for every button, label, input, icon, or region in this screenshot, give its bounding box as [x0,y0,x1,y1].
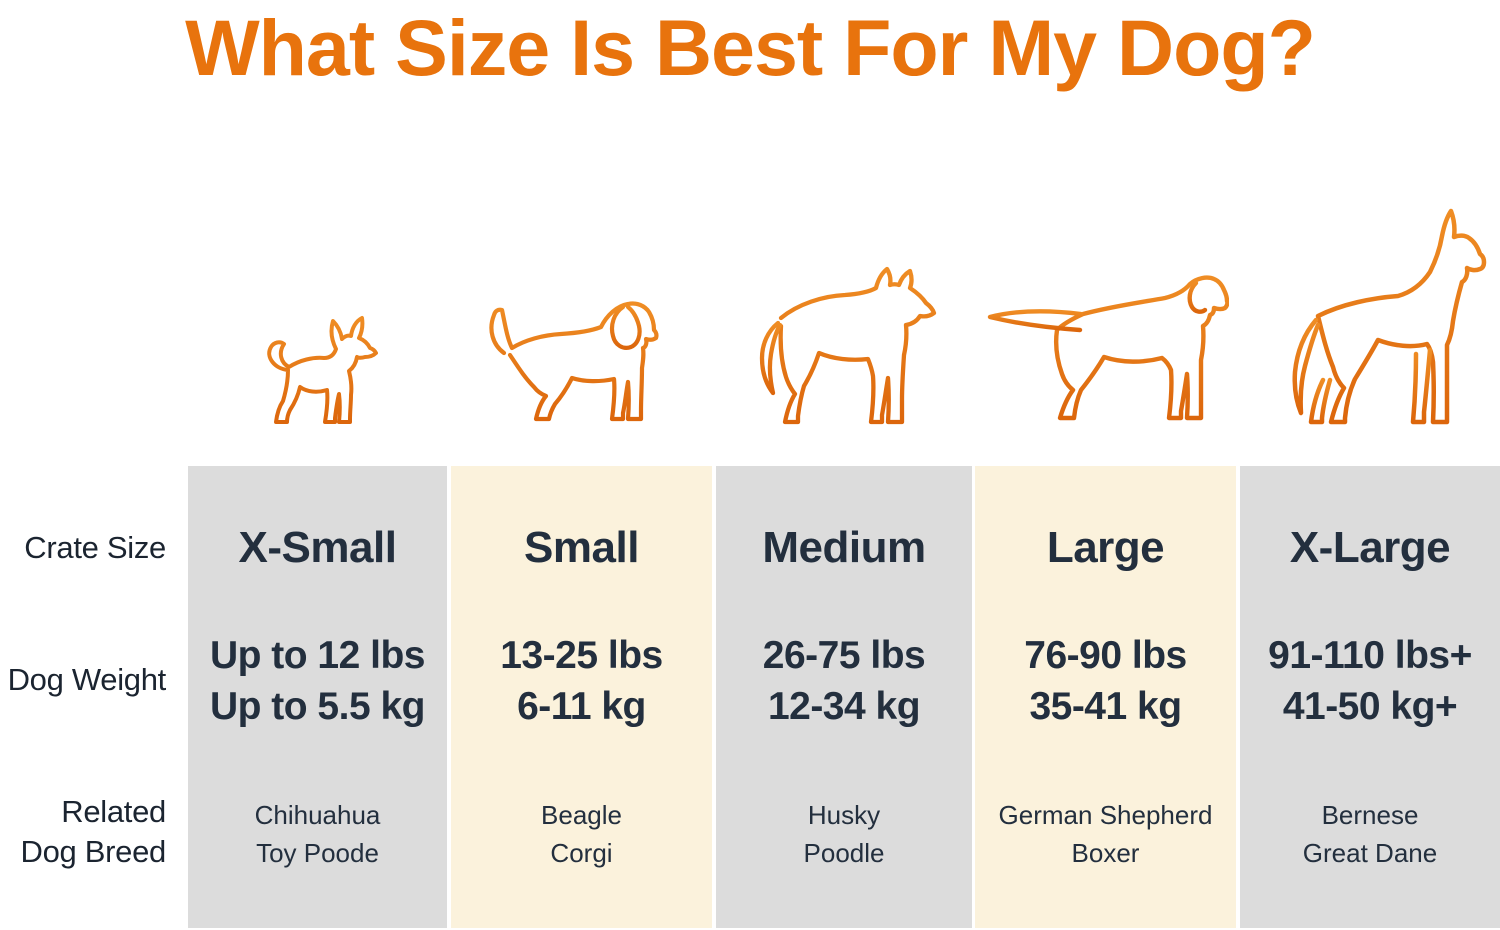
row-label-related-line2: Dog Breed [20,834,166,869]
weight-lbs: 91-110 lbs+ [1268,634,1472,677]
weight-kg: 35-41 kg [1029,685,1182,728]
row-label-crate-size: Crate Size [0,528,166,568]
related-breeds: Husky Poodle [716,796,972,872]
dog-weight-value: Up to 12 lbs Up to 5.5 kg [188,630,447,732]
crate-size-value: X-Large [1289,523,1451,572]
size-column-large: Large 76-90 lbs 35-41 kg German Shepherd… [975,466,1236,928]
weight-lbs: Up to 12 lbs [209,634,426,677]
row-label-dog-weight-text: Dog Weight [7,662,167,697]
dog-weight-value: 91-110 lbs+ 41-50 kg+ [1240,630,1500,732]
crate-size-value: X-Small [238,523,397,572]
breed-1: German Shepherd [998,800,1213,830]
labrador-dog-icon [987,275,1229,421]
breed-1: Husky [807,800,881,830]
row-label-related-line1: Related [61,794,166,829]
page-title: What Size Is Best For My Dog? [185,3,1316,92]
breed-2: Corgi [550,838,613,868]
breed-1: Bernese [1321,800,1419,830]
weight-kg: 41-50 kg+ [1282,685,1458,728]
dog-weight-value: 26-75 lbs 12-34 kg [716,630,972,732]
beagle-dog-icon [489,301,659,422]
size-column-small: Small 13-25 lbs 6-11 kg Beagle Corgi [451,466,712,928]
related-breeds: Beagle Corgi [451,796,712,872]
size-column-x-small: X-Small Up to 12 lbs Up to 5.5 kg Chihua… [188,466,447,928]
weight-kg: 6-11 kg [517,685,646,728]
related-breeds: Chihuahua Toy Poode [188,796,447,872]
related-breeds: German Shepherd Boxer [975,796,1236,872]
husky-dog-icon [759,266,937,425]
breed-1: Chihuahua [254,800,381,830]
dog-weight-value: 76-90 lbs 35-41 kg [975,630,1236,732]
great-dane-dog-icon [1292,208,1487,425]
crate-size-value: Medium [762,523,926,572]
breed-2: Great Dane [1302,838,1438,868]
weight-lbs: 13-25 lbs [500,634,663,677]
weight-kg: 12-34 kg [767,685,921,728]
row-label-related-dog-breed: Related Dog Breed [0,792,166,872]
row-label-crate-size-text: Crate Size [24,530,166,565]
chihuahua-dog-icon [267,316,378,424]
row-label-dog-weight: Dog Weight [0,660,167,700]
dog-weight-value: 13-25 lbs 6-11 kg [451,630,712,732]
breed-2: Boxer [1071,838,1140,868]
size-column-x-large: X-Large 91-110 lbs+ 41-50 kg+ Bernese Gr… [1240,466,1500,928]
size-column-medium: Medium 26-75 lbs 12-34 kg Husky Poodle [716,466,972,928]
breed-1: Beagle [541,800,622,830]
breed-2: Toy Poode [256,838,379,868]
weight-kg: Up to 5.5 kg [209,685,426,728]
crate-size-value: Small [524,523,639,572]
breed-2: Poodle [803,838,885,868]
weight-lbs: 26-75 lbs [762,634,926,677]
related-breeds: Bernese Great Dane [1240,796,1500,872]
crate-size-value: Large [1046,523,1165,572]
weight-lbs: 76-90 lbs [1024,634,1187,677]
